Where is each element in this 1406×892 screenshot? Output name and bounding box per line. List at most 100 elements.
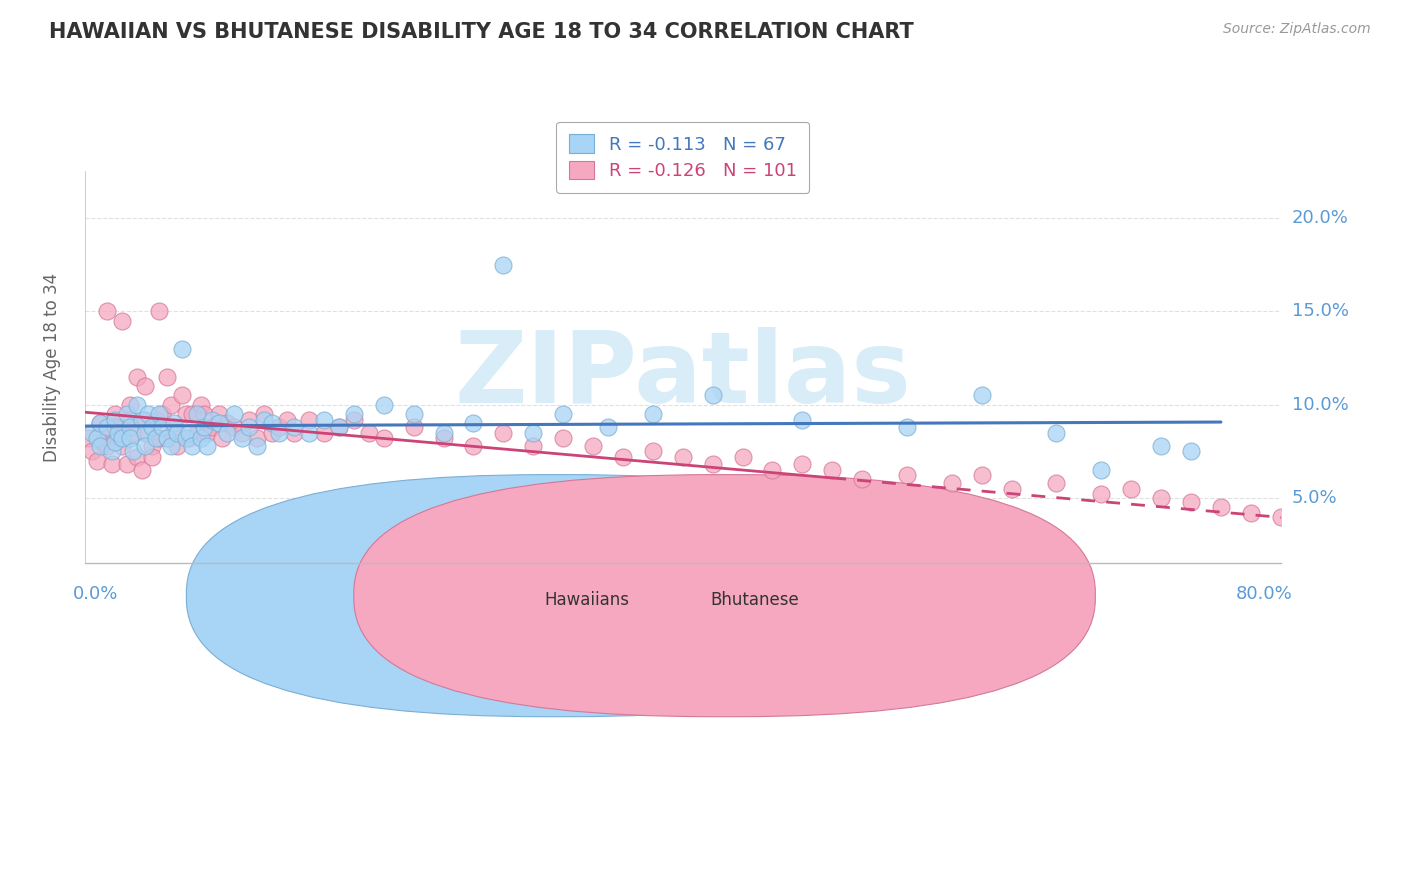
Point	[145, 431, 167, 445]
Point	[96, 439, 118, 453]
Text: Bhutanese: Bhutanese	[710, 591, 799, 608]
Text: ZIPatlas: ZIPatlas	[454, 326, 911, 424]
Point	[1150, 491, 1173, 505]
Point	[176, 431, 198, 445]
Point	[612, 450, 634, 464]
Text: 10.0%: 10.0%	[1292, 396, 1348, 414]
Point	[193, 420, 215, 434]
Point	[702, 458, 724, 472]
Point	[152, 407, 174, 421]
Point	[170, 342, 193, 356]
Point	[1270, 509, 1292, 524]
Point	[152, 420, 174, 434]
Point	[201, 420, 224, 434]
Point	[121, 425, 143, 440]
Point	[215, 425, 238, 440]
Text: Source: ZipAtlas.com: Source: ZipAtlas.com	[1223, 22, 1371, 37]
Point	[328, 420, 350, 434]
Point	[463, 417, 485, 431]
Point	[253, 412, 276, 426]
Point	[186, 407, 208, 421]
Point	[402, 407, 425, 421]
Point	[181, 439, 204, 453]
Point	[432, 431, 454, 445]
Point	[181, 407, 204, 421]
Point	[267, 425, 290, 440]
Point	[1299, 513, 1322, 527]
Point	[970, 388, 993, 402]
Point	[115, 458, 138, 472]
Point	[82, 425, 104, 440]
Point	[238, 420, 260, 434]
Point	[148, 304, 170, 318]
Point	[91, 434, 114, 449]
Point	[276, 412, 298, 426]
Point	[224, 420, 246, 434]
Point	[328, 420, 350, 434]
Point	[208, 417, 231, 431]
Point	[260, 425, 283, 440]
Point	[190, 398, 212, 412]
Point	[186, 425, 208, 440]
Point	[1240, 506, 1263, 520]
Point	[163, 417, 186, 431]
Point	[190, 431, 212, 445]
Point	[970, 468, 993, 483]
Point	[170, 388, 193, 402]
Point	[432, 425, 454, 440]
Point	[283, 425, 305, 440]
Point	[343, 412, 366, 426]
Text: 0.0%: 0.0%	[73, 584, 118, 603]
Point	[1360, 524, 1382, 539]
Point	[125, 398, 148, 412]
Point	[89, 417, 111, 431]
Point	[134, 439, 156, 453]
Point	[89, 439, 111, 453]
Point	[312, 425, 335, 440]
Point	[136, 407, 159, 421]
Point	[125, 450, 148, 464]
Point	[357, 425, 380, 440]
Point	[156, 431, 179, 445]
Point	[104, 407, 127, 421]
Y-axis label: Disability Age 18 to 34: Disability Age 18 to 34	[44, 273, 60, 462]
Point	[215, 417, 238, 431]
Point	[402, 420, 425, 434]
Point	[492, 258, 515, 272]
Point	[896, 420, 918, 434]
Point	[672, 450, 695, 464]
Point	[343, 407, 366, 421]
Point	[596, 420, 619, 434]
Point	[134, 379, 156, 393]
Point	[1389, 528, 1406, 542]
Point	[89, 425, 111, 440]
Point	[298, 412, 321, 426]
Point	[148, 431, 170, 445]
Point	[253, 407, 276, 421]
Point	[86, 453, 108, 467]
Point	[553, 407, 575, 421]
Point	[582, 439, 605, 453]
Point	[160, 439, 183, 453]
Point	[208, 407, 231, 421]
FancyBboxPatch shape	[354, 475, 1095, 716]
Point	[148, 407, 170, 421]
Point	[111, 431, 134, 445]
Legend: R = -0.113   N = 67, R = -0.126   N = 101: R = -0.113 N = 67, R = -0.126 N = 101	[557, 121, 810, 193]
Point	[131, 412, 153, 426]
Point	[96, 304, 118, 318]
Point	[111, 439, 134, 453]
Point	[941, 475, 963, 490]
Point	[160, 398, 183, 412]
Point	[156, 431, 179, 445]
Point	[731, 450, 754, 464]
Point	[641, 407, 664, 421]
Point	[193, 407, 215, 421]
Point	[373, 398, 395, 412]
Point	[792, 412, 814, 426]
Point	[522, 425, 544, 440]
Point	[118, 431, 141, 445]
Point	[166, 425, 188, 440]
Point	[1090, 463, 1112, 477]
Point	[1121, 482, 1143, 496]
